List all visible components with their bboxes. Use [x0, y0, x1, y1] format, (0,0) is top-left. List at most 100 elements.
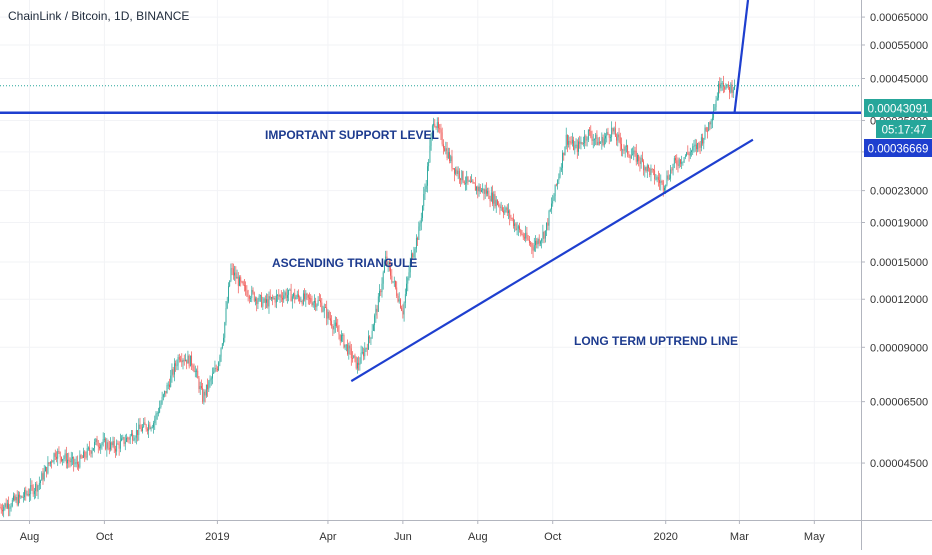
candle-body [178, 357, 179, 365]
candle-body [129, 439, 130, 440]
candle-body [192, 365, 193, 367]
candle-body [246, 291, 247, 296]
candle-body [68, 460, 69, 461]
candle-body [159, 407, 160, 413]
candle-body [374, 315, 375, 325]
candle-body [405, 294, 406, 303]
candle-body [124, 437, 125, 444]
candle-body [169, 385, 170, 387]
candle-body [51, 462, 52, 463]
candle-body [278, 295, 279, 297]
annotations[interactable]: ChainLink / Bitcoin, 1D, BINANCE IMPORTA… [8, 9, 738, 348]
candle-body [9, 507, 10, 508]
candle-body [610, 137, 611, 138]
candle-body [608, 132, 609, 134]
candle-body [47, 462, 48, 473]
candle-body [210, 379, 211, 381]
candle-body [142, 427, 143, 431]
candle-body [289, 290, 290, 291]
candle-body [191, 356, 192, 366]
candle-body [605, 136, 606, 139]
candle-body [600, 143, 601, 144]
candle-body [297, 294, 298, 297]
candle-body [621, 144, 622, 150]
candle-body [304, 293, 305, 299]
x-tick-label: May [804, 531, 825, 543]
candle-body [318, 300, 319, 305]
candle-body [417, 238, 418, 240]
candle-body [151, 428, 152, 429]
candle-body [619, 134, 620, 137]
candle-body [717, 98, 718, 100]
candle-body [624, 150, 625, 151]
candle-body [324, 307, 325, 311]
candle-body [530, 243, 531, 244]
candle-body [429, 146, 430, 163]
candle-body [251, 290, 252, 298]
candle-body [706, 128, 707, 131]
candle-body [655, 179, 656, 180]
candle-body [470, 181, 471, 182]
candle-body [326, 307, 327, 318]
candle-body [544, 232, 545, 239]
candle-body [679, 159, 680, 165]
candle-body [242, 281, 243, 282]
y-tick-label: 0.00012000 [870, 294, 928, 306]
candle-body [89, 448, 90, 451]
candle-body [525, 233, 526, 239]
candle-body [232, 268, 233, 269]
candle-body [323, 311, 324, 312]
candle-body [486, 189, 487, 193]
candle-body [595, 135, 596, 139]
candle-body [261, 295, 262, 306]
candle-body [343, 335, 344, 348]
candle-body [133, 440, 134, 441]
candle-body [686, 152, 687, 155]
candle-body [30, 485, 31, 494]
candle-body [95, 439, 96, 442]
candle-body [218, 362, 219, 370]
candle-body [321, 303, 322, 312]
candle-body [406, 284, 407, 295]
candle-body [76, 462, 77, 464]
uptrend-annotation[interactable]: LONG TERM UPTREND LINE [574, 334, 738, 348]
candle-body [358, 363, 359, 365]
candle-body [533, 247, 534, 250]
candle-body [541, 239, 542, 241]
candle-body [41, 473, 42, 480]
x-tick-label: Mar [730, 531, 749, 543]
candle-body [125, 442, 126, 444]
candle-body [465, 183, 466, 184]
triangle-annotation[interactable]: ASCENDING TRIANGULE [272, 256, 417, 270]
candle-body [422, 206, 423, 218]
candle-body [217, 369, 218, 370]
candle-body [491, 193, 492, 202]
candle-body [45, 467, 46, 471]
x-tick-label: Oct [96, 531, 113, 543]
candle-body [348, 345, 349, 354]
candle-body [160, 403, 161, 407]
candle-body [60, 452, 61, 457]
candle-body [264, 299, 265, 302]
candle-body [404, 303, 405, 315]
candle-body [578, 141, 579, 151]
candle-body [507, 208, 508, 213]
candle-body [593, 139, 594, 140]
candle-body [332, 326, 333, 329]
candle-body [243, 282, 244, 285]
candle-body [78, 464, 79, 467]
support-annotation[interactable]: IMPORTANT SUPPORT LEVEL [265, 128, 439, 142]
candle-body [529, 240, 530, 243]
candle-body [675, 158, 676, 160]
candle-body [4, 503, 5, 506]
candle-body [442, 132, 443, 144]
candle-body [659, 180, 660, 183]
candle-body [716, 100, 717, 107]
candle-body [162, 397, 163, 403]
candle-body [649, 168, 650, 175]
candle-body [180, 360, 181, 361]
candle-body [2, 510, 3, 511]
candle-body [597, 135, 598, 145]
